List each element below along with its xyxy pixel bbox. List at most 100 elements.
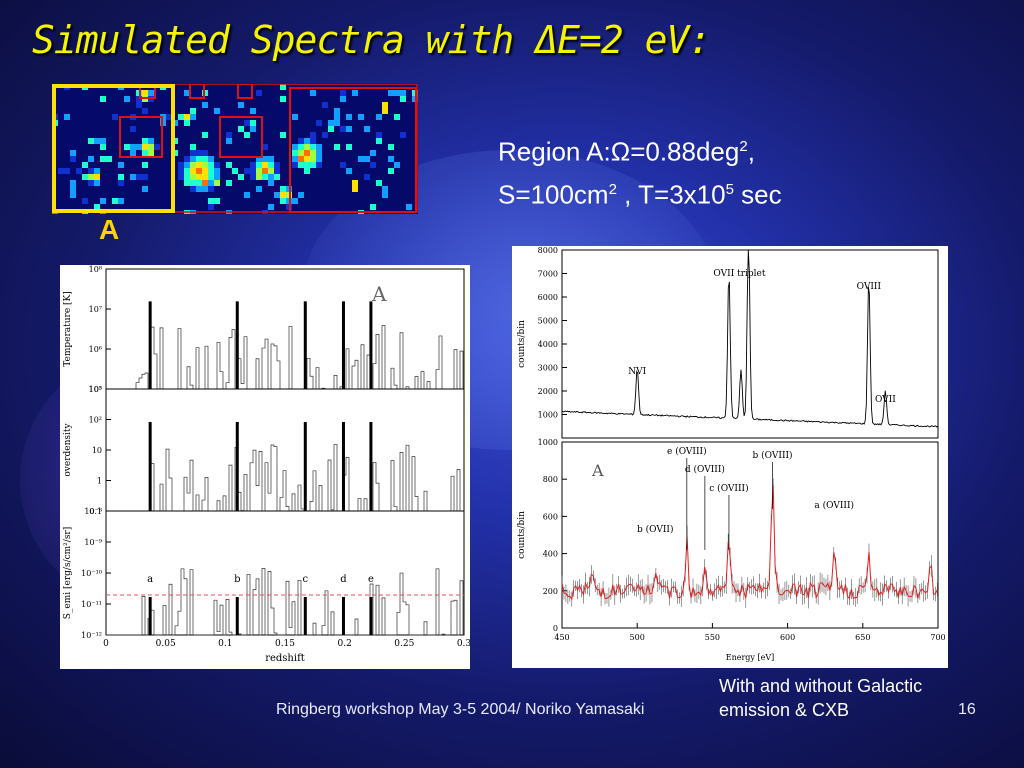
y-tick-label: 4000 — [538, 340, 558, 349]
sky-pixel — [208, 204, 214, 210]
sky-pixel — [130, 150, 136, 156]
sky-pixel — [250, 126, 256, 132]
y-tick-label: 10³ — [89, 385, 102, 394]
region-prefix: Region A: — [498, 136, 611, 167]
sky-pixel — [298, 192, 304, 198]
source-region-box — [119, 116, 163, 158]
y-tick-label: 10⁻¹⁰ — [81, 569, 102, 578]
x-tick-label: 550 — [705, 633, 720, 642]
sky-pixel — [256, 162, 262, 168]
sky-pixel — [364, 156, 370, 162]
sky-pixel — [304, 150, 310, 156]
sky-pixel — [400, 132, 406, 138]
line-id-label: b (OVII) — [637, 524, 673, 535]
source-region-box — [237, 84, 253, 99]
comma: , — [747, 136, 755, 167]
region-line-2: S=100cm2 , T=3x105 sec — [498, 171, 782, 214]
sky-pixel — [310, 156, 316, 162]
sky-pixel — [184, 168, 190, 174]
sky-pixel — [358, 156, 364, 162]
sky-pixel — [316, 120, 322, 126]
y-tick-label: 10⁵ — [89, 385, 102, 394]
solid-angle-value: =0.88deg — [630, 136, 740, 167]
sky-pixel — [142, 162, 148, 168]
histogram-line — [106, 568, 464, 636]
sky-pixel — [256, 174, 262, 180]
sky-pixel — [190, 150, 196, 156]
y-tick-label: 1000 — [538, 438, 558, 447]
sky-pixel — [214, 174, 220, 180]
y-tick-label: 10 — [92, 446, 102, 455]
sky-pixel — [184, 156, 190, 162]
sky-pixel — [142, 150, 148, 156]
sky-pixel — [94, 138, 100, 144]
sky-pixel — [82, 198, 88, 204]
sky-pixel — [334, 120, 340, 126]
sky-pixel — [184, 174, 190, 180]
sky-pixel — [208, 174, 214, 180]
sky-pixel — [202, 132, 208, 138]
sky-pixel — [370, 162, 376, 168]
sky-pixel — [208, 198, 214, 204]
sky-pixel — [316, 144, 322, 150]
caption: With and without Galactic emission & CXB — [719, 674, 1009, 722]
sky-pixel — [274, 162, 280, 168]
x-tick-label: 600 — [780, 633, 795, 642]
sky-pixel — [304, 138, 310, 144]
sky-pixel — [388, 168, 394, 174]
x-tick-label: 700 — [930, 633, 945, 642]
histogram-line — [106, 325, 464, 390]
sky-pixel — [268, 156, 274, 162]
sky-pixel — [124, 96, 130, 102]
sky-pixel — [196, 156, 202, 162]
sky-pixel — [322, 102, 328, 108]
page-number: 16 — [958, 701, 976, 718]
sky-pixel — [70, 156, 76, 162]
sky-map-image — [52, 84, 418, 214]
line-id-label: e (OVIII) — [667, 446, 707, 457]
sky-pixel — [190, 114, 196, 120]
region-a-selection-box — [52, 84, 175, 213]
sky-pixel — [268, 204, 274, 210]
x-tick-label: 0.1 — [218, 639, 232, 649]
sky-pixel — [208, 186, 214, 192]
line-id-label: c (OVIII) — [709, 483, 748, 494]
sky-pixel — [136, 144, 142, 150]
sky-pixel — [166, 114, 172, 120]
caption-line-2: emission & CXB — [719, 700, 850, 720]
sky-pixel — [262, 168, 268, 174]
y-tick-label: 7000 — [538, 270, 558, 279]
sky-pixel — [250, 168, 256, 174]
sky-pixel — [244, 132, 250, 138]
sky-pixel — [100, 144, 106, 150]
sky-pixel — [202, 102, 208, 108]
sky-pixel — [94, 168, 100, 174]
caption-line-1: With and without Galactic — [719, 676, 923, 696]
footer-text: Ringberg workshop May 3-5 2004/ Noriko Y… — [276, 701, 645, 718]
omega-symbol: Ω — [610, 136, 631, 167]
sky-pixel — [142, 186, 148, 192]
sky-pixel — [304, 168, 310, 174]
source-region-box — [139, 84, 156, 99]
absorber-label: c — [302, 574, 308, 585]
sky-pixel — [298, 138, 304, 144]
redshift-chart-panel: 10⁸ 10⁷ 10⁶ 10⁵ Temperature [K] 10³ 10² 10 1 0.1 o… — [60, 265, 471, 669]
sky-pixel — [406, 204, 412, 210]
sky-pixel — [268, 180, 274, 186]
sky-pixel — [112, 198, 118, 204]
sky-pixel — [190, 180, 196, 186]
y-tick-label: 10⁻⁹ — [84, 538, 102, 547]
sky-pixel — [376, 132, 382, 138]
sky-pixel — [118, 198, 124, 204]
line-id-label: b (OVIII) — [753, 450, 793, 461]
sky-pixel — [274, 192, 280, 198]
spectrum-chart: 10002000300040005000600070008000counts/b… — [517, 246, 946, 662]
sky-pixel — [328, 126, 334, 132]
source-region-box — [189, 84, 205, 99]
sky-pixel — [136, 174, 142, 180]
sky-pixel — [316, 156, 322, 162]
sky-pixel — [118, 174, 124, 180]
y-tick-label: 800 — [543, 475, 558, 484]
sky-pixel — [292, 150, 298, 156]
sky-pixel — [256, 156, 262, 162]
